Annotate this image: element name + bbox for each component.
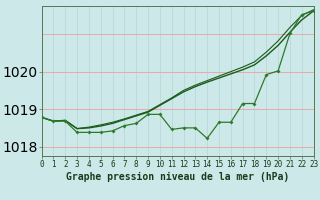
X-axis label: Graphe pression niveau de la mer (hPa): Graphe pression niveau de la mer (hPa): [66, 172, 289, 182]
